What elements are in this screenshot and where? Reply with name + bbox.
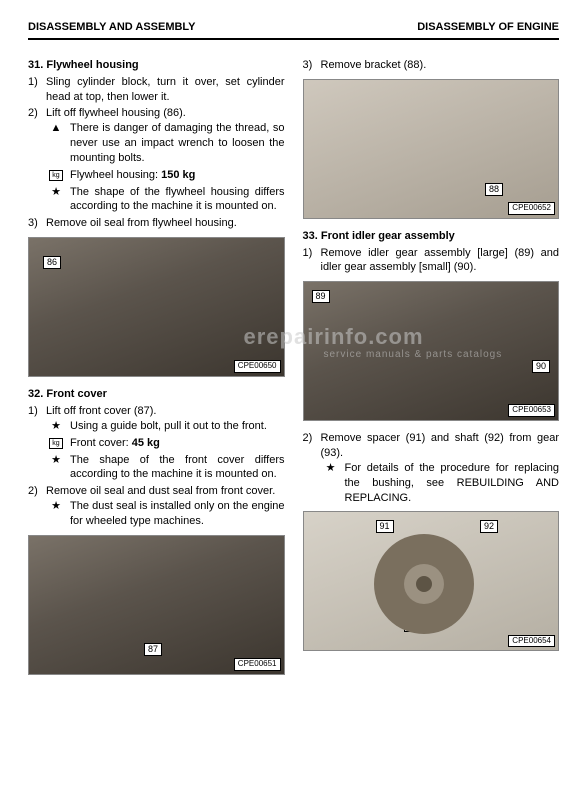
s33-step2: 2)Remove spacer (91) and shaft (92) from…	[321, 431, 560, 505]
star-icon: ★	[321, 461, 341, 476]
s31-note: ★ The shape of the flywheel housing diff…	[46, 185, 285, 215]
warning-icon: ▲	[46, 121, 66, 136]
section-32: 32. Front cover 1)Lift off front cover (…	[28, 387, 285, 675]
photo-cpe00651: 87 CPE00651	[28, 535, 285, 675]
right-column: 3)Remove bracket (88). 88 CPE00652 33. F…	[303, 58, 560, 685]
photo-code: CPE00654	[508, 635, 555, 648]
section-31: 31. Flywheel housing 1)Sling cylinder bl…	[28, 58, 285, 377]
star-icon: ★	[46, 419, 66, 434]
s32-step2: 2)Remove oil seal and dust seal from fro…	[46, 484, 285, 529]
right-step3: 3)Remove bracket (88).	[321, 58, 560, 73]
photo-cpe00650: 86 CPE00650	[28, 237, 285, 377]
section-33: 33. Front idler gear assembly 1)Remove i…	[303, 229, 560, 652]
section-32-title: 32. Front cover	[28, 387, 285, 402]
gear-icon	[364, 524, 484, 644]
header-left: DISASSEMBLY AND ASSEMBLY	[28, 20, 195, 35]
weight-icon: kg	[46, 436, 66, 451]
callout-86: 86	[43, 256, 61, 269]
photo-cpe00654: 91 92 93 CPE00654	[303, 511, 560, 651]
weight-icon: kg	[46, 168, 66, 183]
section-31-title: 31. Flywheel housing	[28, 58, 285, 73]
callout-87: 87	[144, 643, 162, 656]
s31-step1: 1)Sling cylinder block, turn it over, se…	[46, 75, 285, 105]
content-columns: 31. Flywheel housing 1)Sling cylinder bl…	[28, 58, 559, 685]
section-33-title: 33. Front idler gear assembly	[303, 229, 560, 244]
callout-89: 89	[312, 290, 330, 303]
s33-note: ★ For details of the procedure for repla…	[321, 461, 560, 506]
s31-weight: kg Flywheel housing: 150 kg	[46, 168, 285, 183]
star-icon: ★	[46, 499, 66, 514]
page-header: DISASSEMBLY AND ASSEMBLY DISASSEMBLY OF …	[28, 20, 559, 40]
photo-cpe00653: 89 90 CPE00653 erepairinfo.com service m…	[303, 281, 560, 421]
header-right: DISASSEMBLY OF ENGINE	[417, 20, 559, 35]
photo-code: CPE00652	[508, 202, 555, 215]
right-top-steps: 3)Remove bracket (88).	[303, 58, 560, 73]
s32-note1: ★ Using a guide bolt, pull it out to the…	[46, 419, 285, 434]
s31-warning: ▲ There is danger of damaging the thread…	[46, 121, 285, 166]
photo-code: CPE00650	[234, 360, 281, 373]
star-icon: ★	[46, 453, 66, 468]
star-icon: ★	[46, 185, 66, 200]
s32-note2: ★ The shape of the front cover differs a…	[46, 453, 285, 483]
watermark-sub: service manuals & parts catalogs	[324, 348, 503, 362]
s31-step3: 3)Remove oil seal from flywheel housing.	[46, 216, 285, 231]
s33-step1: 1)Remove idler gear assembly [large] (89…	[321, 246, 560, 276]
s32-step1: 1)Lift off front cover (87). ★ Using a g…	[46, 404, 285, 482]
callout-90: 90	[532, 360, 550, 373]
s32-note3: ★ The dust seal is installed only on the…	[46, 499, 285, 529]
s31-step2: 2)Lift off flywheel housing (86). ▲ Ther…	[46, 106, 285, 214]
photo-code: CPE00651	[234, 658, 281, 671]
callout-88: 88	[485, 183, 503, 196]
photo-code: CPE00653	[508, 404, 555, 417]
left-column: 31. Flywheel housing 1)Sling cylinder bl…	[28, 58, 285, 685]
photo-cpe00652: 88 CPE00652	[303, 79, 560, 219]
s32-weight: kg Front cover: 45 kg	[46, 436, 285, 451]
